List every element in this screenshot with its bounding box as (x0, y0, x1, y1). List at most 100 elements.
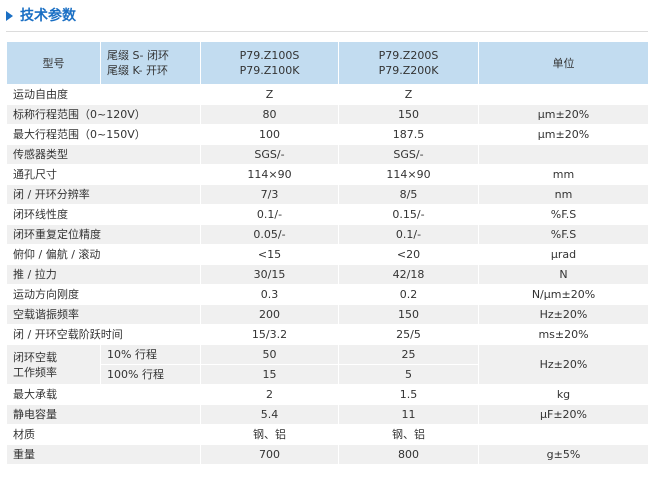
row-value-model-2: 11 (338, 404, 479, 425)
row-label: 重量 (6, 444, 201, 465)
row-unit (478, 144, 649, 165)
row-value-model-2: SGS/- (338, 144, 479, 165)
row-value-model-2: 0.2 (338, 284, 479, 305)
row-value-model-2: 42/18 (338, 264, 479, 285)
section-header: 技术参数 (0, 0, 652, 36)
spec-table: 型号 尾缀 S- 闭环 尾缀 K- 开环 P79.Z100S P79.Z100K… (6, 41, 649, 465)
row-value-model-2: 150 (338, 104, 479, 125)
table-row: 闭环线性度 0.1/- 0.15/- %F.S (6, 204, 649, 225)
table-row-load-freq-10: 闭环空载 工作频率 10% 行程 50 25 Hz±20% (6, 344, 649, 385)
row-value-model-1: 5.4 (200, 404, 339, 425)
row-value-model-2: 800 (338, 444, 479, 465)
row-unit: %F.S (478, 204, 649, 225)
suffix-line-2: 尾缀 K- 开环 (107, 64, 169, 77)
section-title: 技术参数 (20, 8, 76, 24)
row-unit (478, 424, 649, 445)
model-label: 型号 (42, 56, 65, 70)
row-value-model-1: 700 (200, 444, 339, 465)
table-row: 闭 / 开环分辨率 7/3 8/5 nm (6, 184, 649, 205)
table-row-load-freq-100: 100% 行程 15 5 (7, 364, 649, 385)
model-2-line-2: P79.Z200K (378, 64, 439, 77)
table-row: 闭环重复定位精度 0.05/- 0.1/- %F.S (6, 224, 649, 245)
row-value-model-2: <20 (338, 244, 479, 265)
table-row: 空载谐振频率 200 150 Hz±20% (6, 304, 649, 325)
row-value-model-2: 1.5 (338, 384, 479, 405)
row-label: 最大承载 (6, 384, 201, 405)
row-value-model-1: <15 (200, 244, 339, 265)
row-value-model-2: 150 (338, 304, 479, 325)
triangle-bullet-icon (6, 11, 13, 21)
row-unit: μrad (478, 244, 649, 265)
row-unit: %F.S (478, 224, 649, 245)
row-value-model-1: 114×90 (200, 164, 339, 185)
row-unit: μm±20% (478, 104, 649, 125)
row-unit: g±5% (478, 444, 649, 465)
row-label: 材质 (6, 424, 201, 445)
table-row: 传感器类型 SGS/- SGS/- (6, 144, 649, 165)
table-row: 闭 / 开环空载阶跃时间 15/3.2 25/5 ms±20% (6, 324, 649, 345)
row-label: 闭环线性度 (6, 204, 201, 225)
sub-row-label: 100% 行程 (100, 364, 201, 385)
table-header-row: 型号 尾缀 S- 闭环 尾缀 K- 开环 P79.Z100S P79.Z100K… (6, 41, 649, 85)
row-label: 通孔尺寸 (6, 164, 201, 185)
row-unit: kg (478, 384, 649, 405)
suffix-header-cell: 尾缀 S- 闭环 尾缀 K- 开环 (100, 41, 201, 85)
row-value-model-1: Z (200, 84, 339, 105)
suffix-line-1: 尾缀 S- 闭环 (107, 49, 169, 62)
row-unit (478, 84, 649, 105)
row-unit: μm±20% (478, 124, 649, 145)
row-unit: N (478, 264, 649, 285)
row-label: 运动自由度 (6, 84, 201, 105)
row-label: 闭 / 开环空载阶跃时间 (6, 324, 201, 345)
row-value-model-2: 0.15/- (338, 204, 479, 225)
row-unit: Hz±20% (478, 304, 649, 325)
row-label: 运动方向刚度 (6, 284, 201, 305)
header-divider (6, 31, 648, 32)
row-value-model-1: 7/3 (200, 184, 339, 205)
row-value-model-1: 100 (200, 124, 339, 145)
row-label: 标称行程范围（0~120V） (6, 104, 201, 125)
row-value-model-2: 0.1/- (338, 224, 479, 245)
table-row: 最大行程范围（0~150V） 100 187.5 μm±20% (6, 124, 649, 145)
model-1-line-1: P79.Z100S (239, 49, 300, 62)
row-value-model-2: 187.5 (338, 124, 479, 145)
model-2-line-1: P79.Z200S (378, 49, 439, 62)
row-value-model-2: 钢、铝 (338, 424, 479, 445)
row-value-model-1: 80 (200, 104, 339, 125)
table-row: 运动自由度 Z Z (6, 84, 649, 105)
row-unit: N/μm±20% (478, 284, 649, 305)
row-unit: mm (478, 164, 649, 185)
table-row: 通孔尺寸 114×90 114×90 mm (6, 164, 649, 185)
unit-header-cell: 单位 (478, 41, 649, 85)
row-label: 传感器类型 (6, 144, 201, 165)
table-row: 静电容量 5.4 11 μF±20% (6, 404, 649, 425)
row-unit: ms±20% (478, 324, 649, 345)
row-value-model-1: 50 (200, 344, 339, 365)
row-value-model-2: 8/5 (338, 184, 479, 205)
row-label: 空载谐振频率 (6, 304, 201, 325)
row-value-model-1: 15/3.2 (200, 324, 339, 345)
row-value-model-2: 5 (338, 364, 479, 385)
row-value-model-1: 200 (200, 304, 339, 325)
row-value-model-1: 2 (200, 384, 339, 405)
load-freq-label-line-1: 闭环空载 (13, 350, 57, 364)
row-value-model-1: 0.3 (200, 284, 339, 305)
row-label: 闭 / 开环分辨率 (6, 184, 201, 205)
row-value-model-1: 0.1/- (200, 204, 339, 225)
load-freq-label-line-2: 工作频率 (13, 365, 57, 379)
unit-label: 单位 (552, 56, 575, 70)
table-row: 俯仰 / 偏航 / 滚动 <15 <20 μrad (6, 244, 649, 265)
row-value-model-1: 15 (200, 364, 339, 385)
row-unit: nm (478, 184, 649, 205)
row-unit: μF±20% (478, 404, 649, 425)
row-label: 静电容量 (6, 404, 201, 425)
table-row: 最大承载 2 1.5 kg (6, 384, 649, 405)
load-freq-label: 闭环空载 工作频率 (6, 344, 101, 385)
row-label: 推 / 拉力 (6, 264, 201, 285)
row-label: 俯仰 / 偏航 / 滚动 (6, 244, 201, 265)
model-1-header-cell: P79.Z100S P79.Z100K (200, 41, 339, 85)
table-row: 材质 钢、铝 钢、铝 (6, 424, 649, 445)
sub-row-label: 10% 行程 (100, 344, 201, 365)
row-unit: Hz±20% (478, 344, 649, 385)
table-row: 推 / 拉力 30/15 42/18 N (6, 264, 649, 285)
